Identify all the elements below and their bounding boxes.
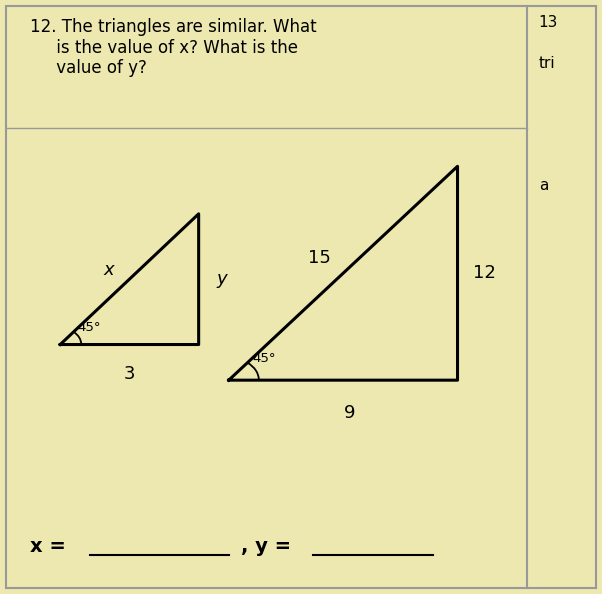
Text: a: a	[539, 178, 548, 193]
Text: y: y	[217, 270, 228, 288]
Text: 3: 3	[123, 365, 135, 383]
Text: 9: 9	[343, 404, 355, 422]
Text: 15: 15	[308, 249, 330, 267]
Text: 12: 12	[473, 264, 495, 282]
Text: , y =: , y =	[241, 537, 297, 556]
Text: 13: 13	[539, 15, 558, 30]
Text: x: x	[103, 261, 114, 279]
Text: 45°: 45°	[253, 352, 276, 365]
Text: 12. The triangles are similar. What
     is the value of x? What is the
     val: 12. The triangles are similar. What is t…	[30, 18, 317, 77]
Text: 45°: 45°	[77, 321, 101, 334]
Text: tri: tri	[539, 56, 556, 71]
Text: x =: x =	[30, 537, 73, 556]
